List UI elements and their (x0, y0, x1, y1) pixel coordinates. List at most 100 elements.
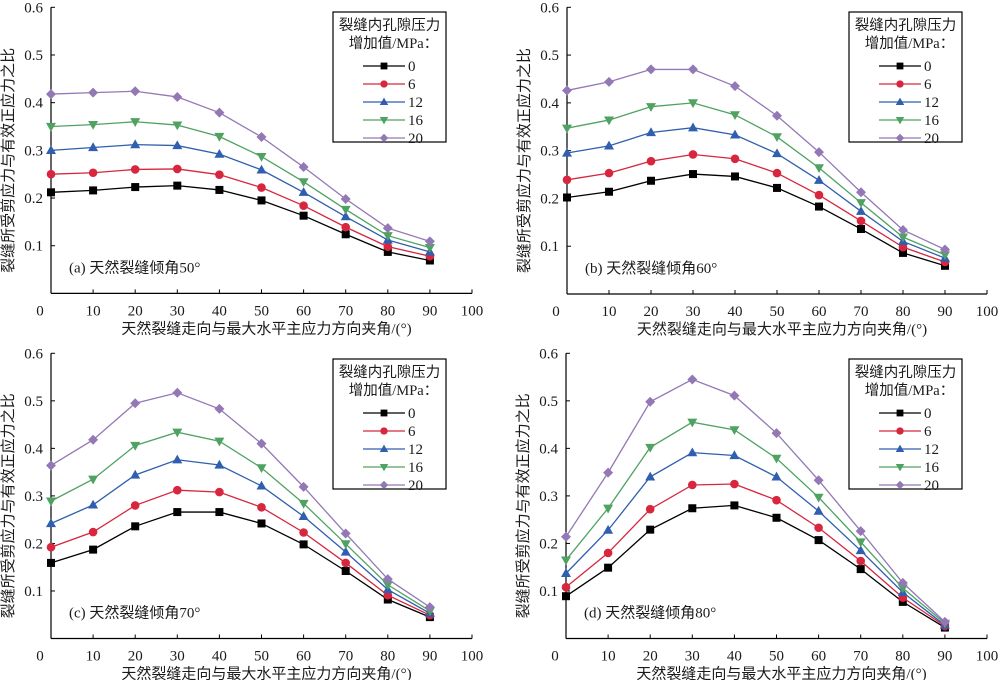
x-axis-title: 天然裂缝走向与最大水平主应力方向夹角/(°) (637, 320, 927, 338)
panel-label: (b) 天然裂缝倾角60° (585, 260, 717, 277)
legend-box (332, 11, 447, 143)
data-point (173, 164, 182, 174)
data-point (730, 81, 740, 92)
series-line (50, 121, 431, 249)
x-tick-label: 20 (643, 649, 658, 665)
x-tick-label: 20 (128, 649, 143, 665)
data-point (604, 563, 613, 572)
y-tick-label: 0.4 (539, 441, 558, 457)
data-point (731, 172, 739, 181)
data-point (898, 224, 908, 235)
y-tick-label: 0.6 (540, 0, 559, 16)
data-point (687, 418, 698, 428)
data-point (856, 556, 865, 566)
panel-label: (a) 天然裂缝倾角50° (69, 259, 200, 276)
data-point (771, 471, 782, 481)
data-point (214, 107, 225, 118)
data-point (88, 434, 99, 445)
legend-marker-circle (380, 427, 388, 435)
panel-label: (d) 天然裂缝倾角80° (584, 605, 716, 622)
data-point (46, 169, 56, 179)
y-tick-label: 0.2 (24, 191, 43, 207)
y-tick-label: 0.3 (540, 144, 559, 160)
data-point (130, 469, 141, 479)
x-tick-label: 60 (296, 649, 311, 665)
legend-subtitle: 增加值/MPa： (349, 382, 438, 399)
data-point (88, 499, 99, 509)
data-point (130, 165, 140, 174)
series-line (566, 153, 946, 263)
data-point (382, 223, 393, 234)
data-point (88, 87, 99, 98)
y-tick-label: 0.1 (540, 239, 559, 255)
x-tick-label: 30 (170, 303, 185, 319)
y-axis-title: 裂缝所受剪应力与有效正应力之比 (515, 48, 533, 273)
data-point (88, 475, 99, 485)
data-point (563, 193, 571, 202)
legend-marker-square (896, 409, 904, 417)
data-point (603, 524, 614, 534)
data-point (299, 528, 308, 537)
series-line (50, 511, 431, 618)
data-point (562, 175, 572, 185)
data-point (899, 248, 907, 257)
data-point (687, 447, 698, 457)
y-tick-label: 0.3 (24, 143, 43, 159)
data-point (214, 132, 225, 142)
data-point (771, 428, 782, 439)
data-point (604, 168, 614, 178)
data-point (383, 247, 392, 256)
data-point (256, 164, 267, 174)
x-tick-label: 40 (727, 649, 742, 665)
x-tick-label: 0 (551, 649, 559, 665)
data-point (382, 574, 393, 585)
series-12-MPa (46, 139, 435, 256)
x-tick-label: 20 (644, 304, 659, 320)
legend-marker-triangle-down (895, 116, 905, 125)
data-point (814, 175, 824, 184)
legend-marker-diamond (895, 480, 905, 490)
x-tick-label: 10 (86, 303, 101, 319)
legend-title: 裂缝内孔隙压力 (339, 364, 441, 381)
data-point (424, 236, 435, 247)
data-point (256, 131, 267, 142)
legend-entry-label: 20 (408, 478, 423, 494)
legend-entry-label: 20 (924, 131, 939, 147)
data-point (172, 428, 183, 438)
x-tick-label: 70 (853, 649, 868, 665)
x-tick-label: 70 (338, 649, 353, 665)
chart-panel-a: 0 10 20 30 40 50 60 70 80 90 1000.10.20.30.40.50.6… (0, 0, 483, 337)
legend-entry-label: 6 (408, 77, 416, 93)
series-line (50, 90, 431, 243)
y-axis-title: 裂缝所受剪应力与有效正应力之比 (0, 393, 17, 618)
data-point (46, 89, 56, 100)
legend-marker-triangle-down (895, 463, 905, 472)
x-tick-label: 100 (461, 649, 484, 665)
series-line (565, 504, 946, 629)
data-point (688, 99, 698, 109)
series-20-MPa (46, 86, 435, 247)
legend-entry-label: 20 (408, 131, 423, 147)
data-point (772, 110, 782, 121)
legend-entry-label: 12 (924, 442, 939, 458)
data-point (173, 485, 182, 495)
data-point (562, 124, 572, 134)
data-point (856, 216, 866, 226)
data-point (603, 548, 613, 558)
data-point (257, 196, 266, 205)
data-point (604, 76, 614, 87)
x-tick-label: 0 (36, 649, 44, 665)
legend-title: 裂缝内孔隙压力 (339, 17, 441, 34)
x-axis-title: 天然裂缝走向与最大水平主应力方向夹角/(°) (121, 319, 411, 337)
series-16-MPa (46, 118, 435, 253)
chart-panel-c: 0 10 20 30 40 50 60 70 80 90 1000.10.20.30.40.50.6… (0, 346, 483, 680)
series-line (50, 489, 431, 616)
data-point (603, 504, 614, 514)
data-point (47, 188, 55, 197)
data-point (299, 211, 308, 220)
series-line (565, 421, 946, 624)
x-tick-label: 100 (461, 303, 484, 319)
